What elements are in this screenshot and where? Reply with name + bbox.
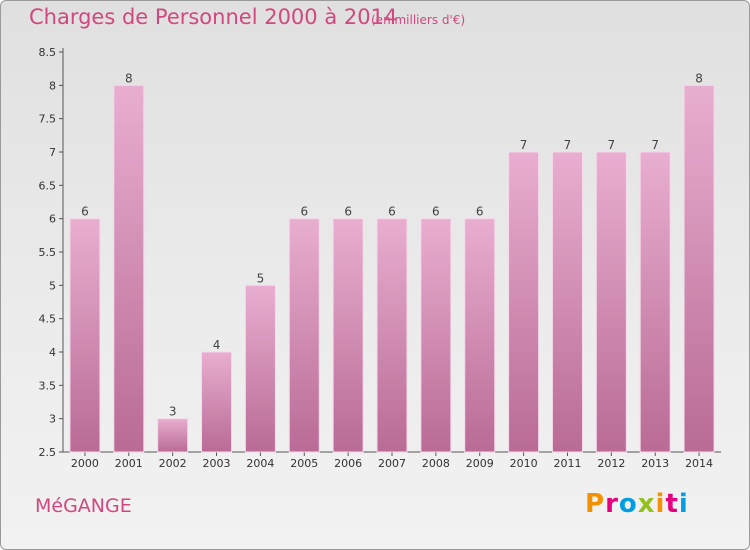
- chart-title: Charges de Personnel 2000 à 2014: [29, 5, 398, 29]
- bar-2005: [288, 218, 320, 453]
- bar-2011: [551, 151, 583, 453]
- data-label-2013: 7: [651, 138, 659, 152]
- logo-letter: P: [585, 489, 606, 519]
- y-tick-label: 7.5: [39, 113, 57, 126]
- bar-2014: [683, 84, 715, 453]
- bar-2002: [157, 418, 189, 453]
- y-tick-label: 3: [49, 413, 56, 426]
- data-label-2014: 8: [695, 71, 703, 85]
- y-tick-label: 3.5: [39, 379, 57, 392]
- bar-2001: [113, 84, 145, 453]
- x-tick-label: 2006: [334, 457, 362, 470]
- data-label-2000: 6: [81, 205, 89, 219]
- x-tick-label: 2002: [159, 457, 187, 470]
- data-label-2003: 4: [213, 338, 221, 352]
- bar-2012: [595, 151, 627, 453]
- chart-subtitle: (en milliers d'€): [371, 13, 466, 27]
- x-tick-label: 2004: [246, 457, 274, 470]
- data-label-2008: 6: [432, 205, 440, 219]
- x-tick-label: 2009: [466, 457, 494, 470]
- bar-2000: [69, 218, 101, 453]
- y-tick-label: 4: [49, 346, 56, 359]
- x-tick-label: 2005: [290, 457, 318, 470]
- data-label-2010: 7: [520, 138, 528, 152]
- bar-2003: [201, 351, 233, 453]
- data-label-2007: 6: [388, 205, 396, 219]
- bar-2004: [244, 284, 276, 453]
- logo-letter: i: [655, 489, 666, 519]
- bar-2009: [464, 218, 496, 453]
- axis-layer: 2.5 3 3.5 4 4.5 5 5.5 6 6.5 7 7.5 8 8.5 2000 2001 2002 2…: [39, 46, 721, 470]
- x-tick-label: 2000: [71, 457, 99, 470]
- logo-letter: o: [618, 489, 638, 519]
- x-tick-label: 2011: [553, 457, 581, 470]
- x-tick-label: 2012: [597, 457, 625, 470]
- y-tick-label: 5: [49, 279, 56, 292]
- logo-letter: x: [637, 489, 656, 519]
- y-tick-label: 6.5: [39, 179, 57, 192]
- y-tick-label: 6: [49, 213, 56, 226]
- proxiti-logo: Proxiti: [585, 489, 689, 519]
- labels-layer: 6 8 3 4 5 6 6 6 6 6 7 7 7 7 8: [81, 71, 703, 418]
- data-label-2011: 7: [564, 138, 572, 152]
- y-tick-label: 4.5: [39, 313, 57, 326]
- x-tick-label: 2008: [422, 457, 450, 470]
- commune-name: MéGANGE: [35, 495, 132, 517]
- data-label-2005: 6: [300, 205, 308, 219]
- logo-letter: i: [678, 489, 689, 519]
- logo-letter: t: [665, 489, 679, 519]
- y-tick-label: 2.5: [39, 446, 57, 459]
- y-tick-label: 8: [49, 79, 56, 92]
- y-tick-label: 7: [49, 146, 56, 159]
- x-tick-label: 2001: [115, 457, 143, 470]
- data-label-2006: 6: [344, 205, 352, 219]
- x-tick-label: 2013: [641, 457, 669, 470]
- data-label-2009: 6: [476, 205, 484, 219]
- bar-2007: [376, 218, 408, 453]
- logo-letter: r: [605, 489, 619, 519]
- bars-layer: [69, 84, 715, 453]
- bar-2008: [420, 218, 452, 453]
- x-tick-label: 2010: [510, 457, 538, 470]
- y-tick-label: 8.5: [39, 46, 57, 59]
- data-label-2012: 7: [608, 138, 616, 152]
- data-label-2002: 3: [169, 405, 177, 419]
- data-label-2004: 5: [257, 271, 265, 285]
- x-tick-label: 2003: [203, 457, 231, 470]
- bar-2006: [332, 218, 364, 453]
- bar-2013: [639, 151, 671, 453]
- x-tick-label: 2007: [378, 457, 406, 470]
- data-label-2001: 8: [125, 71, 133, 85]
- y-tick-label: 5.5: [39, 246, 57, 259]
- x-tick-label: 2014: [685, 457, 713, 470]
- bar-2010: [508, 151, 540, 453]
